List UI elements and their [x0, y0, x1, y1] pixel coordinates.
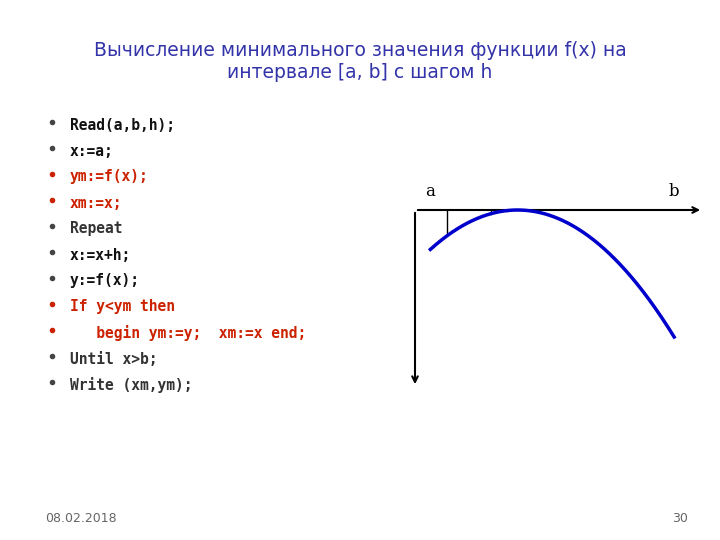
Text: b: b	[669, 184, 680, 200]
Text: ym:=f(x);: ym:=f(x);	[70, 170, 149, 185]
Text: If y<ym then: If y<ym then	[70, 300, 175, 314]
Text: Write (xm,ym);: Write (xm,ym);	[70, 377, 192, 393]
Text: 30: 30	[672, 511, 688, 524]
Text: begin ym:=y;  xm:=x end;: begin ym:=y; xm:=x end;	[70, 325, 306, 341]
Text: x:=x+h;: x:=x+h;	[70, 247, 131, 262]
Text: Until x>b;: Until x>b;	[70, 352, 158, 367]
Text: y:=f(x);: y:=f(x);	[70, 273, 140, 288]
Text: x:=a;: x:=a;	[70, 144, 114, 159]
Text: Вычисление минимального значения функции f(x) на: Вычисление минимального значения функции…	[94, 40, 626, 59]
Text: a: a	[425, 184, 435, 200]
Text: xm:=x;: xm:=x;	[70, 195, 122, 211]
Text: Repeat: Repeat	[70, 221, 122, 237]
Text: 08.02.2018: 08.02.2018	[45, 511, 117, 524]
Text: Read(a,b,h);: Read(a,b,h);	[70, 118, 175, 132]
Text: интервале [a, b] с шагом h: интервале [a, b] с шагом h	[228, 63, 492, 82]
